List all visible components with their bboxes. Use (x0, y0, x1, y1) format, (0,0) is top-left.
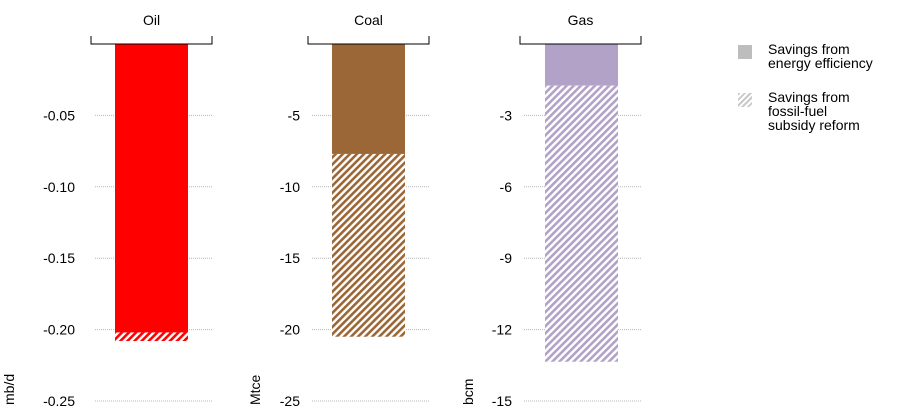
y-tick-label: -0.05 (43, 107, 75, 123)
legend-item-subsidy: Savings from fossil-fuel subsidy reform (738, 90, 915, 138)
y-tick-label: -20 (280, 322, 300, 338)
legend-label-efficiency: Savings from energy efficiency (768, 41, 873, 71)
panel-frame (90, 36, 213, 45)
y-tick-label: -0.25 (43, 393, 75, 408)
panel-frame (519, 36, 642, 45)
bar-subsidy-reform (545, 85, 618, 362)
panel-title: Oil (143, 12, 160, 28)
legend-item-efficiency: Savings from energy efficiency (738, 42, 915, 90)
panel-oil: -0.05 -0.10 -0.15 -0.20 -0.25 Oil mb/d (1, 12, 213, 408)
y-tick-label: -15 (492, 393, 512, 408)
bar-energy-efficiency (332, 44, 405, 154)
panel-gas: -3 -6 -9 -12 -15 Gas bcm (460, 12, 642, 408)
panel-title: Gas (568, 12, 594, 28)
y-tick-label: -10 (280, 179, 300, 195)
y-tick-label: -5 (288, 107, 301, 123)
y-tick-label: -0.15 (43, 250, 75, 266)
y-tick-label: -3 (500, 107, 513, 123)
y-tick-label: -12 (492, 322, 512, 338)
legend-label-subsidy: Savings from fossil-fuel subsidy reform (768, 89, 860, 133)
y-axis-unit-label: bcm (460, 379, 476, 405)
panel-frame (307, 36, 430, 45)
legend-swatch-solid (738, 45, 752, 59)
y-tick-label: -6 (500, 179, 513, 195)
legend-swatch-hatched (738, 93, 752, 107)
y-tick-label: -0.10 (43, 179, 75, 195)
y-tick-label: -15 (280, 250, 300, 266)
bar-energy-efficiency (545, 44, 618, 86)
legend: Savings from energy efficiency Savings f… (738, 42, 915, 138)
y-tick-label: -9 (500, 250, 513, 266)
panel-coal: -5 -10 -15 -20 -25 Coal Mtce (247, 12, 430, 408)
bar-subsidy-reform (332, 153, 405, 337)
y-tick-label: -0.20 (43, 322, 75, 338)
panel-title: Coal (354, 12, 383, 28)
bar-energy-efficiency (115, 44, 188, 333)
y-tick-label: -25 (280, 393, 300, 408)
y-axis-unit-label: mb/d (1, 374, 17, 405)
y-axis-unit-label: Mtce (247, 374, 263, 405)
bar-subsidy-reform (115, 332, 188, 342)
